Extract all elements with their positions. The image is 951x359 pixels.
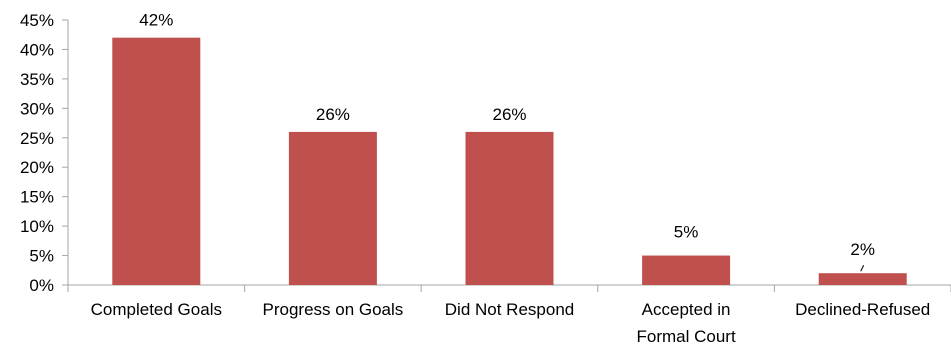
data-labels: 42% 26% 26% 5% 2% <box>139 11 875 272</box>
data-label: 2% <box>850 240 875 259</box>
y-tick-label: 30% <box>20 99 54 118</box>
y-tick-label: 20% <box>20 158 54 177</box>
y-tick-label: 40% <box>20 40 54 59</box>
y-tick-label: 10% <box>20 217 54 236</box>
data-label-leader-line <box>860 264 865 272</box>
y-axis: 0% 5% 10% 15% 20% 25% 30% 35% 40% 45% <box>20 11 69 295</box>
category-label: Progress on Goals <box>263 300 404 319</box>
data-label: 26% <box>316 105 350 124</box>
y-tick-label: 0% <box>29 276 54 295</box>
category-label: Declined-Refused <box>795 300 930 319</box>
bar <box>642 255 731 285</box>
bars <box>112 37 907 285</box>
y-tick-label: 15% <box>20 188 54 207</box>
x-axis: Completed Goals Progress on Goals Did Not … <box>67 284 951 346</box>
data-label: 26% <box>492 105 526 124</box>
category-label: Did Not Respond <box>445 300 574 319</box>
y-tick-label: 35% <box>20 70 54 89</box>
y-tick-label: 25% <box>20 129 54 148</box>
y-tick-label: 45% <box>20 11 54 30</box>
bar <box>818 273 907 285</box>
bar <box>465 131 554 285</box>
category-label: Accepted in Formal Court <box>637 300 736 346</box>
category-label: Completed Goals <box>91 300 222 319</box>
y-tick-label: 5% <box>29 247 54 266</box>
bar <box>288 131 377 285</box>
data-label: 5% <box>674 223 699 242</box>
data-label: 42% <box>139 11 173 30</box>
bar <box>112 37 201 285</box>
